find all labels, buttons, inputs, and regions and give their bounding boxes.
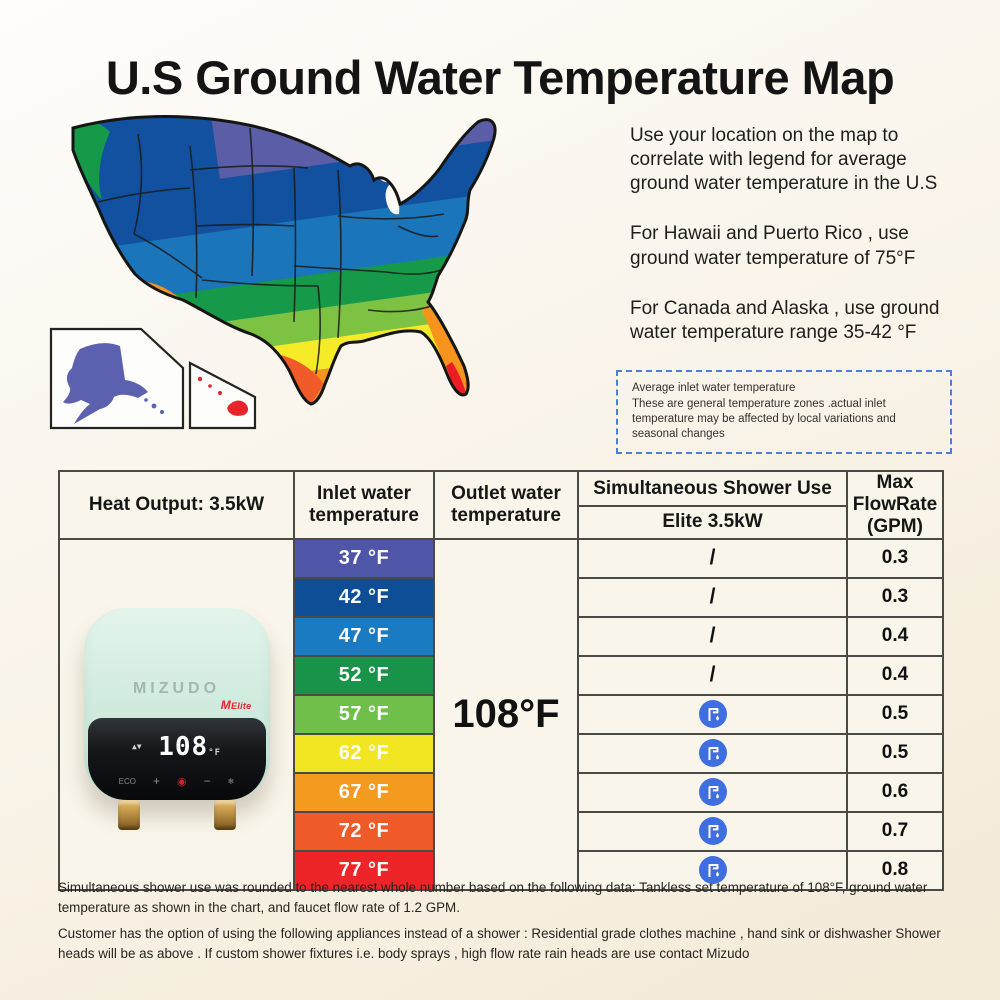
shower-use-cell: /	[577, 576, 848, 618]
product-image-cell: MIZUDO MElite ▲▼ 108°F ECO + ◉ − ❄	[58, 537, 295, 891]
flow-rate-cell: 0.6	[846, 771, 944, 813]
flow-rate-cell: 0.5	[846, 693, 944, 735]
shower-use-cell: faucet	[577, 693, 848, 735]
shower-use-cell: /	[577, 654, 848, 696]
instruction-paragraph-3: For Canada and Alaska , use ground water…	[630, 297, 940, 343]
alaska-inset	[49, 327, 185, 430]
shower-use-cell: faucet	[577, 771, 848, 813]
note-line-1: Average inlet water temperature	[632, 382, 796, 394]
inlet-temp-cell: 72 °F	[293, 810, 435, 852]
power-icon: ◉	[177, 775, 187, 788]
header-inlet: Inlet water temperature	[293, 470, 435, 540]
inlet-temp-cell: 37 °F	[293, 537, 435, 579]
header-shower-use: Simultaneous Shower Use	[577, 470, 848, 507]
flow-rate-cell: 0.5	[846, 732, 944, 774]
flow-rate-cell: 0.8	[846, 849, 944, 891]
instruction-paragraph-1: Use your location on the map to correlat…	[630, 125, 938, 195]
flow-rate-cell: 0.3	[846, 537, 944, 579]
faucet-icon	[698, 777, 728, 807]
faucet-icon	[698, 699, 728, 729]
shower-use-cell: faucet	[577, 732, 848, 774]
inlet-temp-cell: 62 °F	[293, 732, 435, 774]
inlet-temp-cell: 52 °F	[293, 654, 435, 696]
flow-rate-cell: 0.4	[846, 654, 944, 696]
us-map-graphic	[49, 115, 497, 430]
water-heater-product: MIZUDO MElite ▲▼ 108°F ECO + ◉ − ❄	[82, 608, 272, 831]
map-instructions: Use your location on the map to correlat…	[630, 124, 965, 345]
flow-rate-cell: 0.7	[846, 810, 944, 852]
temperature-flow-table: Heat Output: 3.5kW Inlet water temperatu…	[58, 470, 944, 891]
header-max-flowrate: Max FlowRate (GPM)	[846, 470, 944, 540]
us-temperature-map	[38, 106, 608, 451]
average-inlet-note-box: Average inlet water temperature These ar…	[616, 370, 952, 454]
eco-button: ECO	[118, 776, 136, 786]
inlet-temp-cell: 77 °F	[293, 849, 435, 891]
inlet-temp-cell: 47 °F	[293, 615, 435, 657]
faucet-icon	[698, 855, 728, 885]
faucet-icon	[698, 816, 728, 846]
plus-button: +	[153, 774, 161, 789]
brand-logo: MIZUDO	[132, 680, 221, 698]
minus-button: −	[203, 774, 211, 789]
flow-rate-cell: 0.3	[846, 576, 944, 618]
note-line-2: These are general temperature zones .act…	[632, 397, 896, 440]
header-elite-model: Elite 3.5kW	[577, 504, 848, 540]
instruction-paragraph-2: For Hawaii and Puerto Rico , use ground …	[630, 223, 916, 269]
hawaii-inset	[188, 361, 257, 430]
led-display: ▲▼ 108°F	[131, 732, 222, 763]
faucet-icon	[698, 738, 728, 768]
inlet-temp-cell: 42 °F	[293, 576, 435, 618]
header-outlet: Outlet water temperature	[433, 470, 579, 540]
shower-use-cell: /	[577, 615, 848, 657]
inlet-temp-cell: 57 °F	[293, 693, 435, 735]
state-borders	[97, 127, 451, 375]
header-heat-output: Heat Output: 3.5kW	[58, 470, 295, 540]
inlet-temp-cell: 67 °F	[293, 771, 435, 813]
shower-use-cell: /	[577, 537, 848, 579]
elite-badge: MElite	[220, 698, 252, 713]
footnote-appliance-options: Customer has the option of using the fol…	[58, 926, 941, 962]
brass-fitting-right	[213, 800, 236, 831]
shower-use-cell: faucet	[577, 810, 848, 852]
page-title: U.S Ground Water Temperature Map	[105, 51, 895, 104]
flow-rate-cell: 0.4	[846, 615, 944, 657]
shower-use-cell: faucet	[577, 849, 848, 891]
brass-fitting-left	[117, 800, 140, 831]
heater-control-panel: ▲▼ 108°F ECO + ◉ − ❄	[87, 718, 266, 801]
footnote-shower-rounding: Simultaneous shower use was rounded to t…	[58, 880, 928, 916]
outlet-temp-cell: 108°F	[433, 537, 579, 891]
mode-icon: ❄	[227, 776, 235, 786]
